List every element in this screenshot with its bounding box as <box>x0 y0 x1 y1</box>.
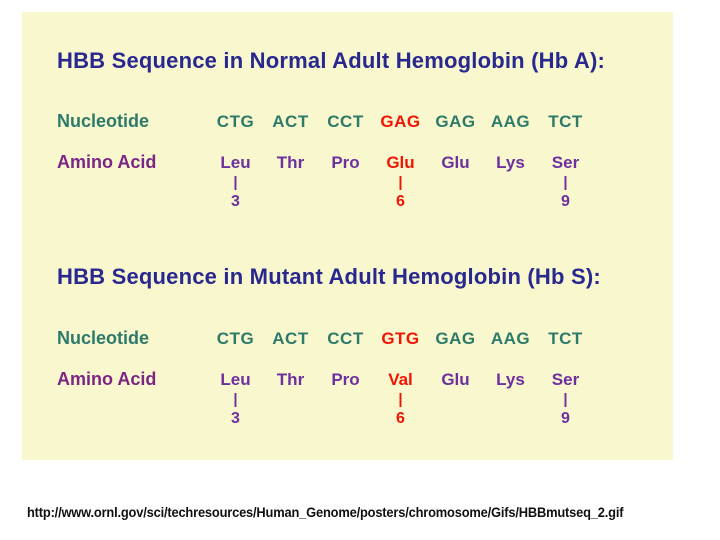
spacer <box>428 410 483 428</box>
codon: TCT <box>548 112 583 131</box>
codon-mutation-site: GTG <box>381 329 420 348</box>
source-url: http://www.ornl.gov/sci/techresources/Hu… <box>27 504 624 520</box>
amino-acid: Ser <box>551 153 580 172</box>
normal-codon-list: CTG ACT CCT GAG GAG AAG TCT <box>208 111 593 133</box>
codon: CTG <box>216 112 255 131</box>
spacer <box>483 410 538 428</box>
spacer <box>318 175 373 190</box>
spacer <box>263 193 318 211</box>
amino-acid-label: Amino Acid <box>57 152 157 172</box>
nucleotide-label: Nucleotide <box>57 111 150 131</box>
amino-acid: Pro <box>331 153 360 172</box>
amino-acid: Leu <box>220 153 251 172</box>
spacer <box>318 193 373 211</box>
codon: CCT <box>327 329 364 348</box>
codon: GAG <box>435 329 476 348</box>
codon: TCT <box>548 329 583 348</box>
amino-acid: Thr <box>276 370 305 389</box>
mutant-nucleotide-row: Nucleotide CTG ACT CCT GTG GAG AAG TCT <box>22 328 673 352</box>
spacer <box>428 193 483 211</box>
position-number: 3 <box>231 193 240 210</box>
spacer <box>318 410 373 428</box>
amino-acid: Thr <box>276 153 305 172</box>
spacer <box>263 175 318 190</box>
codon: CCT <box>327 112 364 131</box>
normal-amino-acid-list: Leu Thr Pro Glu Glu Lys Ser <box>208 152 593 174</box>
amino-acid: Pro <box>331 370 360 389</box>
position-bar: | <box>398 174 403 191</box>
spacer <box>483 175 538 190</box>
spacer <box>428 175 483 190</box>
spacer <box>318 392 373 407</box>
mutant-position-bar-row: | | | <box>22 392 673 416</box>
normal-position-number-row: 3 6 9 <box>22 193 673 217</box>
amino-acid: Ser <box>551 370 580 389</box>
amino-acid: Glu <box>441 153 470 172</box>
amino-acid: Lys <box>496 370 525 389</box>
mutant-position-number-row: 3 6 9 <box>22 410 673 434</box>
position-bar: | <box>398 391 403 408</box>
amino-acid-label: Amino Acid <box>57 369 157 389</box>
spacer <box>483 193 538 211</box>
position-number: 9 <box>561 410 570 427</box>
mutant-amino-acid-list: Leu Thr Pro Val Glu Lys Ser <box>208 369 593 391</box>
codon-mutation-site: GAG <box>380 112 421 131</box>
section-mutant-heading: HBB Sequence in Mutant Adult Hemoglobin … <box>57 264 601 289</box>
codon: ACT <box>272 329 309 348</box>
position-number: 6 <box>396 410 405 427</box>
codon: AAG <box>490 112 531 131</box>
slide-panel: HBB Sequence in Normal Adult Hemoglobin … <box>22 12 673 460</box>
codon: AAG <box>490 329 531 348</box>
position-number: 9 <box>561 193 570 210</box>
position-bar: | <box>233 174 238 191</box>
position-bar: | <box>563 174 568 191</box>
mutant-amino-acid-row: Amino Acid Leu Thr Pro Val Glu Lys Ser <box>22 369 673 393</box>
position-number: 3 <box>231 410 240 427</box>
spacer <box>263 392 318 407</box>
spacer <box>483 392 538 407</box>
nucleotide-label: Nucleotide <box>57 328 150 348</box>
position-bar: | <box>563 391 568 408</box>
amino-acid: Glu <box>441 370 470 389</box>
amino-acid-mutation-site: Glu <box>386 153 415 172</box>
amino-acid: Leu <box>220 370 251 389</box>
position-number: 6 <box>396 193 405 210</box>
position-bar: | <box>233 391 238 408</box>
mutant-codon-list: CTG ACT CCT GTG GAG AAG TCT <box>208 328 593 350</box>
amino-acid-mutation-site: Val <box>388 370 413 389</box>
amino-acid: Lys <box>496 153 525 172</box>
normal-amino-acid-row: Amino Acid Leu Thr Pro Glu Glu Lys Ser <box>22 152 673 176</box>
spacer <box>428 392 483 407</box>
spacer <box>263 410 318 428</box>
section-normal-heading: HBB Sequence in Normal Adult Hemoglobin … <box>57 48 605 73</box>
normal-nucleotide-row: Nucleotide CTG ACT CCT GAG GAG AAG TCT <box>22 111 673 135</box>
codon: ACT <box>272 112 309 131</box>
codon: CTG <box>216 329 255 348</box>
normal-position-bar-row: | | | <box>22 175 673 199</box>
codon: GAG <box>435 112 476 131</box>
